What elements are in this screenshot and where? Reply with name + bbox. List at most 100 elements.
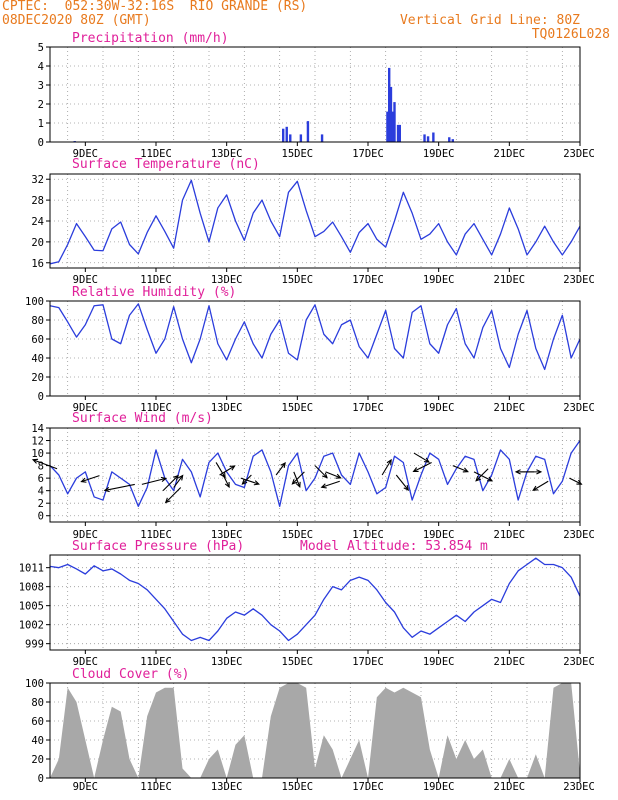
x-tick-label: 9DEC (73, 148, 98, 160)
x-tick-label: 9DEC (73, 274, 98, 286)
precip-bar (398, 124, 401, 142)
wind-arrow (219, 465, 235, 476)
rh-series-line (49, 303, 581, 371)
y-tick-label: 1008 (19, 582, 44, 594)
y-tick-label: 20 (31, 372, 44, 384)
y-tick-label: 24 (31, 216, 44, 228)
wind-arrow (222, 474, 230, 488)
wind-arrow-head (335, 473, 342, 479)
x-tick-label: 19DEC (423, 529, 455, 541)
precip-panel: 0 1 2 3 4 5 9DEC 11DEC 13DEC 15DEC 17DEC 19DEC 21DEC… (38, 31, 595, 160)
wind-arrow-head (486, 476, 494, 482)
x-tick-label: 9DEC (73, 656, 98, 668)
pressure-series-line (49, 557, 581, 642)
wind-arrow-head (241, 479, 248, 485)
wind-arrow-head (322, 472, 328, 479)
x-tick-label: 17DEC (352, 781, 384, 793)
wind-arrow (395, 474, 409, 491)
x-tick-label: 23DEC (563, 656, 595, 668)
precip-bar (282, 128, 285, 142)
wind-arrow-head (295, 481, 301, 489)
y-tick-label: 32 (31, 174, 44, 186)
x-tick-label: 11DEC (140, 148, 172, 160)
x-tick-label: 17DEC (352, 402, 384, 414)
wind-arrow (104, 483, 135, 491)
wind-arrow-head (320, 483, 327, 489)
x-tick-label: 21DEC (494, 402, 526, 414)
wind-arrow (314, 465, 328, 478)
x-tick-label: 21DEC (494, 148, 526, 160)
x-tick-label: 21DEC (494, 781, 526, 793)
x-tick-label: 15DEC (282, 529, 314, 541)
x-tick-label: 9DEC (73, 781, 98, 793)
x-tick-label: 13DEC (211, 781, 243, 793)
wind-frame (49, 427, 581, 523)
y-tick-label: 60 (31, 716, 44, 728)
x-tick-label: 19DEC (423, 656, 455, 668)
wind-arrow-head (229, 465, 236, 471)
y-tick-label: 1 (38, 118, 44, 130)
x-tick-label: 19DEC (423, 274, 455, 286)
y-tick-label: 12 (31, 436, 44, 448)
x-tick-label: 13DEC (211, 274, 243, 286)
wind-arrow (81, 475, 100, 483)
precip-title: Precipitation (mm/h) (72, 31, 229, 46)
y-tick-label: 20 (31, 237, 44, 249)
y-tick-label: 1011 (19, 563, 44, 575)
wind-arrow (165, 487, 182, 503)
y-tick-label: 100 (25, 678, 44, 690)
rh-frame (49, 300, 581, 397)
wind-arrow (475, 468, 489, 482)
cloud-panel: 0 20 40 60 80 100 9DEC 11DEC 13DEC 15DEC 17DEC 19DE… (25, 667, 595, 793)
wind-arrow-head (220, 472, 226, 479)
wind-arrow-head (224, 481, 230, 489)
wind-arrow (569, 477, 582, 485)
y-tick-label: 0 (38, 773, 44, 785)
y-tick-label: 20 (31, 754, 44, 766)
y-tick-label: 40 (31, 735, 44, 747)
y-tick-label: 80 (31, 697, 44, 709)
precip-bar (285, 126, 288, 142)
x-tick-label: 15DEC (282, 274, 314, 286)
wind-arrow-head (576, 479, 583, 485)
x-tick-label: 15DEC (282, 148, 314, 160)
x-tick-label: 23DEC (563, 274, 595, 286)
wind-arrow (242, 474, 252, 485)
x-tick-label: 15DEC (282, 402, 314, 414)
y-tick-label: 2 (38, 99, 44, 111)
x-tick-label: 17DEC (352, 148, 384, 160)
wind-arrow-head (253, 480, 260, 486)
y-tick-label: 14 (31, 423, 44, 435)
wind-arrow (292, 471, 305, 485)
precip-bar (448, 137, 451, 142)
y-tick-label: 6 (38, 473, 44, 485)
header-right-line1: Vertical Grid Line: 80Z (399, 13, 580, 28)
header-left-line1: CPTEC: 052:30W-32:16S RIO GRANDE (RS) (2, 0, 308, 14)
wind-arrow-head (386, 458, 392, 466)
y-tick-label: 8 (38, 461, 44, 473)
y-tick-label: 4 (38, 486, 44, 498)
precip-bar (389, 86, 393, 142)
x-tick-label: 13DEC (211, 529, 243, 541)
x-tick-label: 21DEC (494, 529, 526, 541)
header-right-line2: TQ0126L028 (531, 27, 610, 42)
y-tick-label: 80 (31, 315, 44, 327)
wind-arrow (381, 459, 392, 476)
x-tick-label: 13DEC (211, 656, 243, 668)
x-tick-label: 23DEC (563, 402, 595, 414)
x-tick-label: 11DEC (140, 529, 172, 541)
wind-arrow-head (164, 497, 171, 504)
wind-arrow (532, 480, 549, 491)
wind-arrow (141, 477, 167, 485)
precip-bar (451, 139, 454, 142)
x-tick-label: 17DEC (352, 656, 384, 668)
x-tick-label: 11DEC (140, 781, 172, 793)
precip-frame (49, 46, 581, 143)
wind-arrow (413, 452, 430, 463)
x-tick-label: 19DEC (423, 781, 455, 793)
x-tick-label: 21DEC (494, 656, 526, 668)
precip-bar (289, 134, 292, 142)
wind-arrow (162, 475, 179, 492)
precip-bar (306, 121, 310, 142)
y-tick-label: 10 (31, 448, 44, 460)
